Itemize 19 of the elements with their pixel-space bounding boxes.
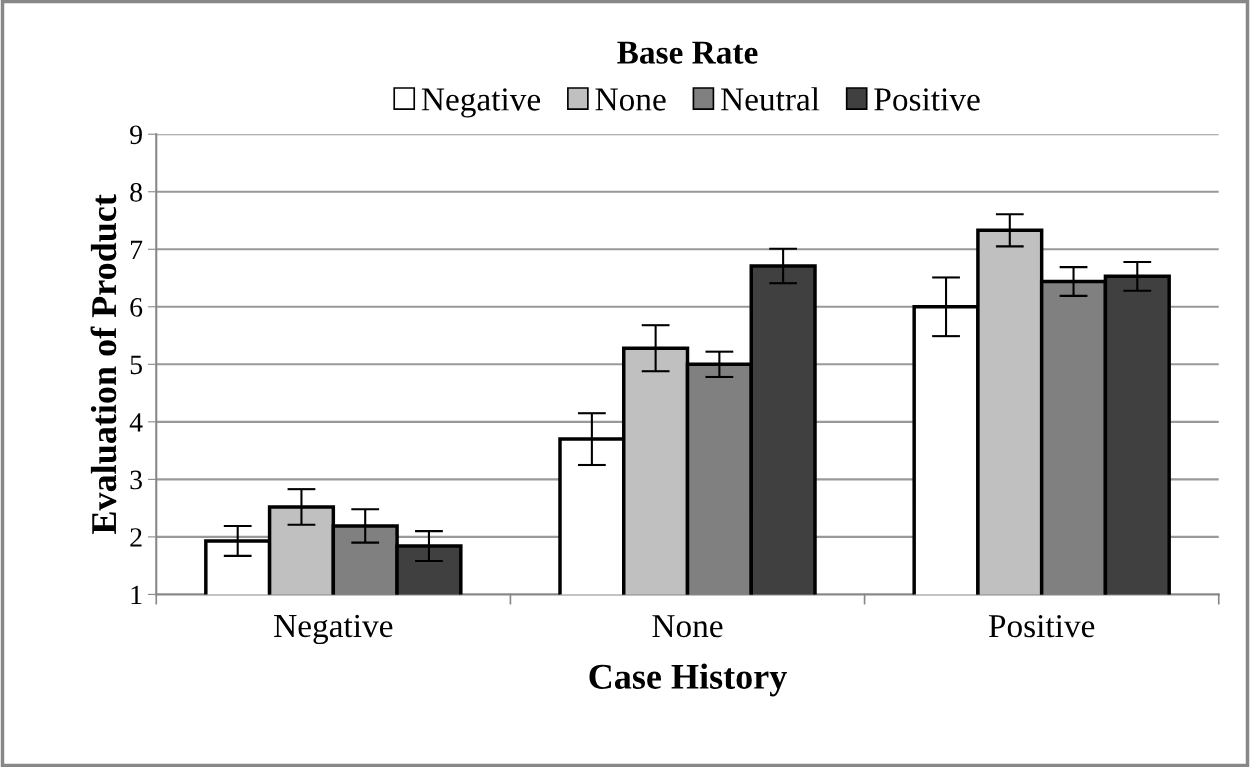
y-tick-label: 4 — [129, 413, 143, 432]
y-tick-label: 5 — [130, 355, 142, 375]
y-tick-label: 2 — [130, 528, 142, 547]
legend-label: Positive — [874, 88, 980, 111]
x-tick-label: Positive — [988, 614, 1095, 638]
x-tick-label: None — [652, 615, 723, 638]
y-tick-label: 1 — [131, 585, 142, 605]
y-tick-label: 3 — [130, 470, 142, 490]
y-tick-label: 7 — [131, 240, 143, 259]
y-tick-label: 8 — [130, 182, 142, 202]
x-axis-title: Case History — [589, 663, 787, 697]
legend-label: Neutral — [721, 87, 820, 111]
y-axis-title: Evaluation of Product — [90, 194, 117, 534]
legend-label: Negative — [421, 88, 541, 118]
y-tick-label: 6 — [130, 298, 143, 317]
legend-label: None — [595, 88, 666, 111]
y-tick-label: 9 — [130, 125, 142, 145]
x-tick-label: Negative — [274, 614, 393, 645]
legend-title: Base Rate — [617, 41, 758, 64]
